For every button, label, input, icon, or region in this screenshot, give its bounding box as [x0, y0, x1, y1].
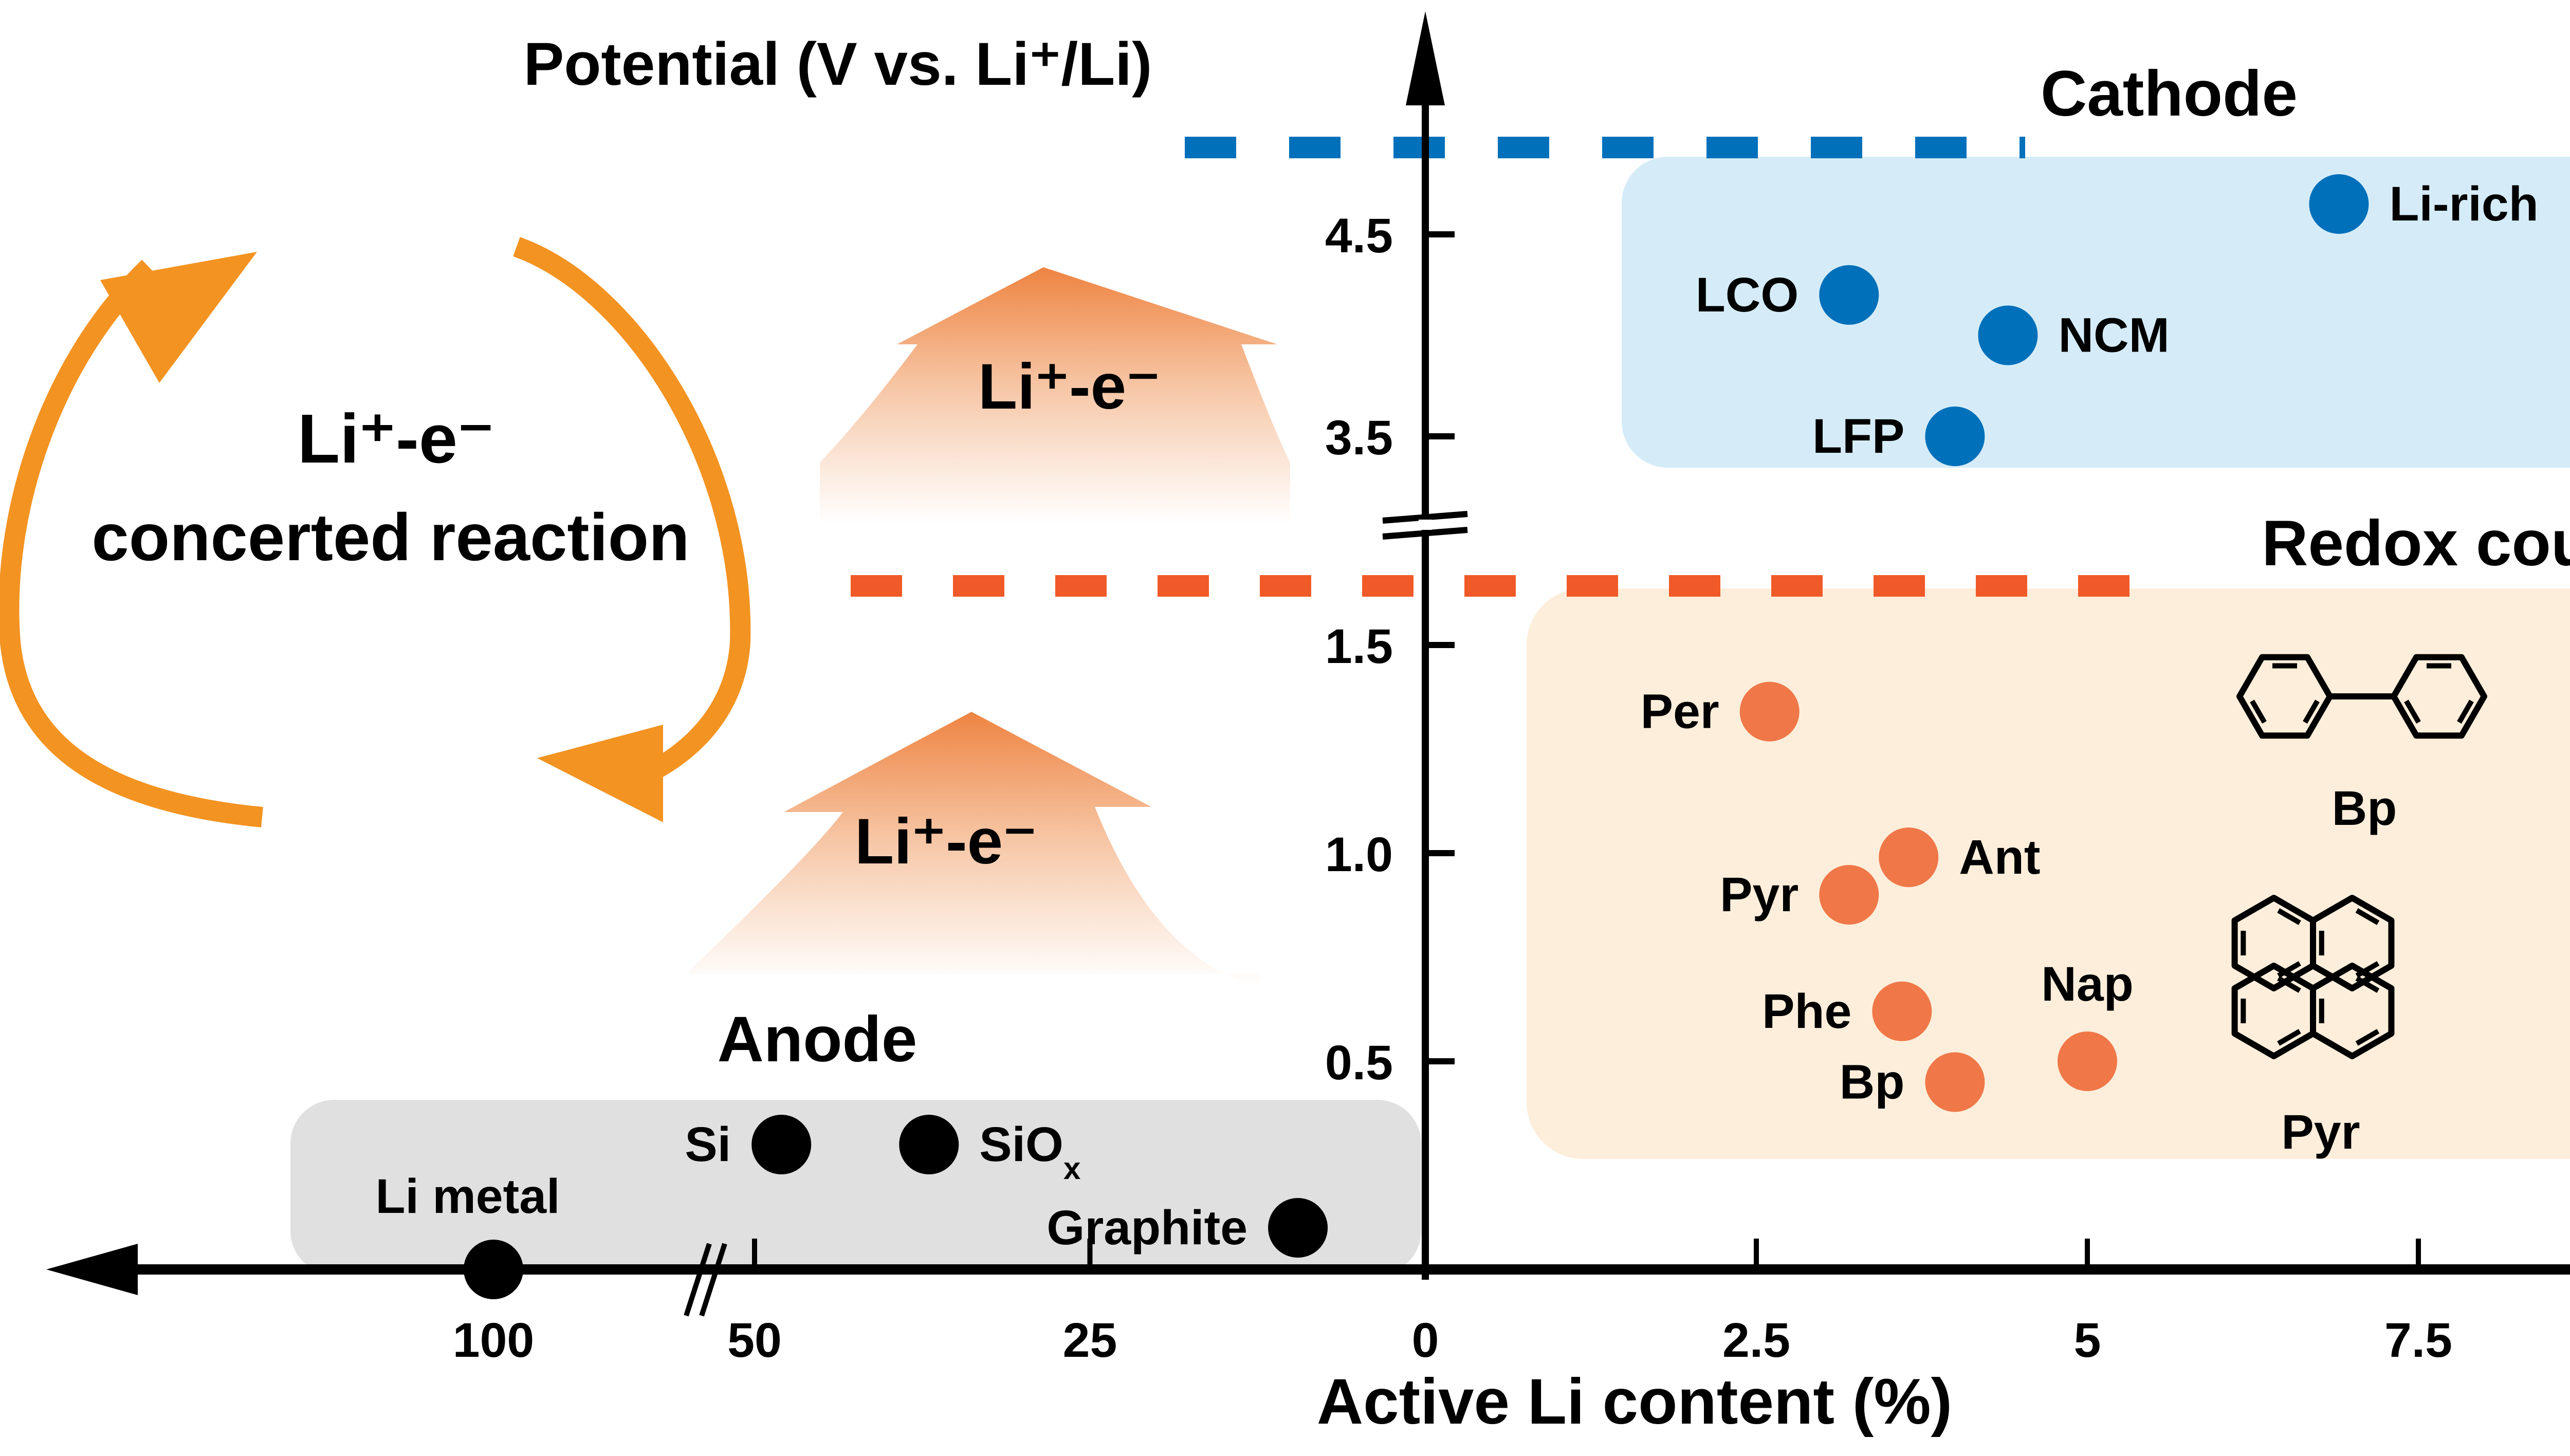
molecule-pyr: Pyr	[2231, 895, 2395, 1159]
molecule-label-bp: Bp	[2332, 781, 2397, 836]
point-label-pyr: Pyr	[1720, 868, 1798, 922]
cycle-label-line1: Li⁺-e⁻	[298, 400, 494, 477]
x-tick-label: 100	[453, 1313, 535, 1368]
point-phe	[1872, 981, 1932, 1041]
point-label-phe: Phe	[1762, 984, 1851, 1039]
point-label-per: Per	[1641, 685, 1719, 739]
point-lco	[1819, 265, 1879, 325]
molecule-bp: Bp	[2236, 654, 2487, 836]
upper-arrow-icon	[820, 267, 1290, 524]
molecule-label-pyr: Pyr	[2281, 1105, 2360, 1159]
point-label-graphite: Graphite	[1047, 1201, 1247, 1255]
y-tick-label: 3.5	[1325, 411, 1393, 465]
point-label-nap: Nap	[2041, 957, 2133, 1011]
point-bp	[1925, 1052, 1985, 1112]
point-label-si: Si	[685, 1117, 731, 1172]
x-tick-label: 50	[727, 1313, 782, 1368]
molecule-structures: BpNapPhePyrAntPer	[2231, 654, 2487, 1159]
redox-couple-title: Redox couple	[2262, 508, 2570, 579]
y-axis-title: Potential (V vs. Li⁺/Li)	[524, 30, 1152, 98]
redox-couple-box	[1527, 588, 2570, 1159]
x-tick-label: 0	[1412, 1313, 1439, 1368]
y-tick-label: 4.5	[1325, 209, 1393, 263]
point-label-li-metal: Li metal	[376, 1169, 560, 1224]
x-tick-label: 25	[1063, 1313, 1117, 1368]
anode-box	[290, 1100, 1421, 1275]
y-tick-label: 0.5	[1325, 1036, 1393, 1090]
point-label-ant: Ant	[1959, 830, 2040, 884]
upper-arrow-label: Li⁺-e⁻	[978, 351, 1160, 422]
cycle-label-line2: concerted reaction	[91, 500, 689, 575]
point-label-bp: Bp	[1840, 1055, 1905, 1110]
point-ncm	[1978, 305, 2038, 365]
y-axis-arrowhead	[1406, 11, 1445, 105]
point-graphite	[1268, 1198, 1328, 1258]
point-label-li-rich: Li-rich	[2389, 177, 2538, 231]
x-tick-label: 2.5	[1722, 1313, 1790, 1368]
point-per	[1739, 681, 1800, 742]
point-siox	[899, 1115, 959, 1174]
point-nap	[2058, 1031, 2117, 1091]
x-axis-left-arrowhead	[46, 1244, 138, 1295]
point-label-lco: LCO	[1696, 268, 1799, 322]
point-li-rich	[2309, 174, 2369, 234]
lower-arrow-icon	[689, 712, 1259, 987]
y-ticks: 0.5 1.0 1.5 3.5 4.5	[1325, 209, 1455, 1090]
point-label-ncm: NCM	[2058, 308, 2169, 363]
point-pyr	[1819, 865, 1879, 925]
cycle-arrow-icon	[0, 237, 751, 827]
x-axis-title: Active Li content (%)	[1317, 1366, 1952, 1437]
point-ant	[1879, 827, 1939, 888]
anode-title: Anode	[718, 1004, 917, 1075]
point-lfp	[1925, 407, 1985, 466]
point-li-metal	[464, 1240, 523, 1299]
x-tick-label: 5	[2074, 1313, 2101, 1368]
y-tick-label: 1.5	[1325, 619, 1393, 674]
cathode-title: Cathode	[2041, 58, 2298, 130]
y-tick-label: 1.0	[1325, 827, 1393, 882]
point-si	[751, 1115, 812, 1174]
cathode-box	[1622, 157, 2570, 468]
x-tick-label: 7.5	[2384, 1313, 2452, 1368]
point-label-lfp: LFP	[1812, 409, 1904, 464]
lower-arrow-label: Li⁺-e⁻	[855, 806, 1037, 877]
axes	[46, 11, 2570, 1317]
